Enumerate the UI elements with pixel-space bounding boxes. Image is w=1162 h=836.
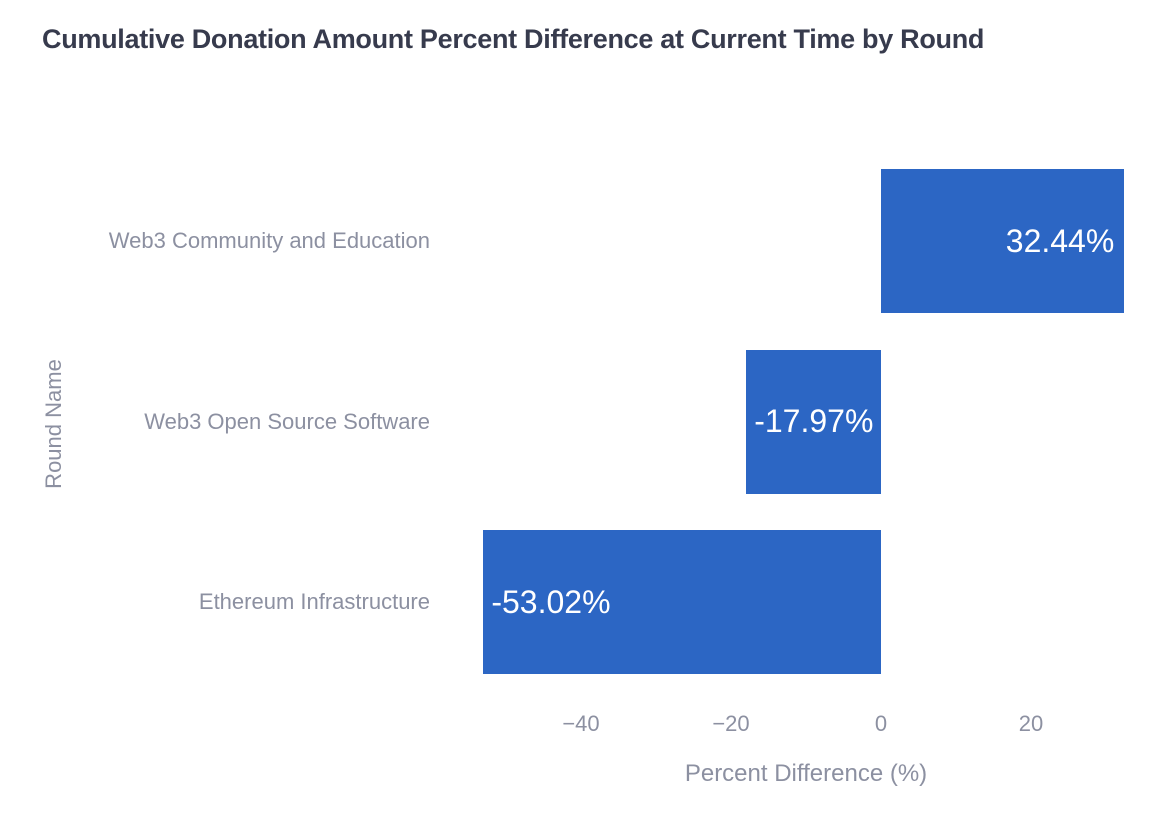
bar: -17.97% (746, 349, 881, 494)
x-tick-label: −20 (712, 711, 750, 736)
x-tick-label: −40 (562, 711, 600, 736)
bar: -53.02% (483, 530, 881, 674)
bar-value-label: -17.97% (754, 403, 874, 439)
chart-title: Cumulative Donation Amount Percent Diffe… (42, 24, 985, 54)
x-axis-label: Percent Difference (%) (684, 760, 928, 787)
bar-value-label: -53.02% (491, 583, 611, 620)
bar: 32.44% (881, 169, 1125, 313)
bar-value-label: 32.44% (1005, 222, 1115, 259)
y-tick-label: Ethereum Infrastructure (198, 589, 430, 614)
x-tick-label: 20 (1018, 711, 1044, 736)
x-tick-label: 0 (874, 711, 888, 736)
y-tick-label: Web3 Community and Education (108, 228, 430, 253)
y-tick-label: Web3 Open Source Software (144, 408, 430, 434)
